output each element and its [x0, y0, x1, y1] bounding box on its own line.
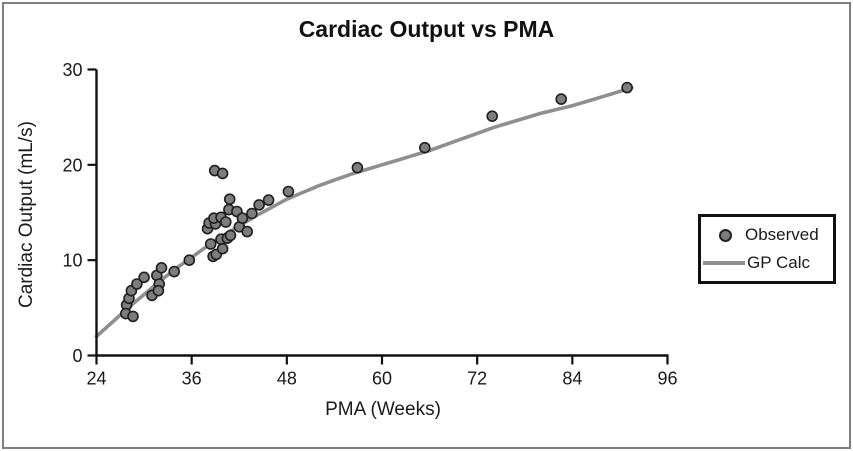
observed-point: [241, 225, 253, 238]
observed-point: [418, 141, 431, 154]
observed-point: [168, 265, 180, 278]
observed-point: [224, 229, 237, 242]
observed-marker-icon: [719, 228, 732, 242]
observed-point: [486, 110, 499, 122]
observed-point: [131, 278, 143, 290]
observed-point: [621, 81, 633, 94]
observed-point: [183, 254, 196, 267]
legend-label-observed: Observed: [745, 225, 819, 244]
x-tick-label: 36: [182, 369, 202, 389]
x-tick-label: 96: [657, 369, 677, 389]
legend: Observed GP Calc: [698, 214, 836, 284]
x-axis-title: PMA (Weeks): [325, 399, 441, 420]
x-tick-label: 72: [467, 369, 487, 389]
observed-point: [282, 185, 295, 198]
y-tick-label: 10: [62, 251, 82, 271]
observed-point: [204, 238, 217, 250]
observed-point: [223, 193, 236, 205]
observed-point: [246, 207, 258, 220]
observed-point: [216, 242, 229, 255]
observed-point: [351, 161, 364, 174]
gp-calc-line-icon: [703, 261, 745, 265]
y-tick-label: 30: [62, 60, 82, 80]
observed-point: [253, 199, 265, 211]
legend-item-gp-calc: GP Calc: [703, 253, 833, 273]
chart-title: Cardiac Output vs PMA: [298, 16, 555, 42]
observed-point: [152, 284, 165, 297]
legend-item-observed: Observed: [719, 225, 833, 245]
observed-point: [155, 261, 168, 274]
observed-point: [216, 167, 229, 180]
x-tick-label: 48: [277, 369, 297, 389]
y-tick-label: 0: [72, 346, 82, 366]
legend-label-gp-calc: GP Calc: [747, 253, 810, 272]
observed-point: [262, 194, 275, 206]
x-tick-label: 60: [372, 369, 392, 389]
observed-point: [127, 310, 139, 323]
observed-point: [220, 216, 232, 228]
observed-point: [555, 93, 568, 105]
y-tick-label: 20: [62, 155, 82, 175]
observed-point: [236, 212, 249, 224]
x-tick-label: 24: [86, 369, 106, 389]
x-tick-label: 84: [562, 369, 582, 389]
observed-point: [138, 271, 150, 284]
gp-calc-curve: [94, 85, 634, 339]
